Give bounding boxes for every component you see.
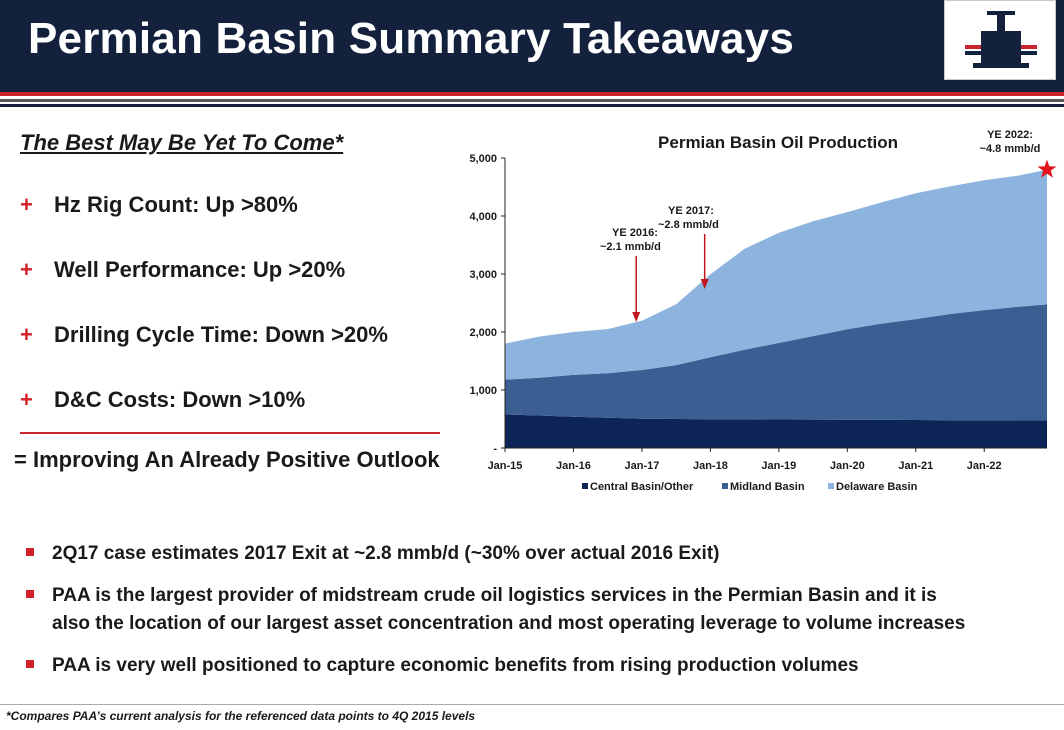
header-stripe-navy bbox=[0, 104, 1064, 107]
production-chart-svg: Permian Basin Oil Production 5,000 4,000 3,… bbox=[469, 129, 1057, 493]
plus-icon: + bbox=[20, 257, 33, 282]
square-bullet-icon bbox=[26, 660, 34, 668]
area-series-1 bbox=[505, 304, 1047, 421]
y-tick-label: 1,000 bbox=[469, 385, 497, 397]
annotation-ye2022-line1: YE 2022: bbox=[987, 129, 1033, 141]
bullet-cycle-time: + Drilling Cycle Time: Down >20% bbox=[20, 322, 388, 347]
annotation-ye2016-line1: YE 2016: bbox=[612, 227, 658, 239]
valve-logo-icon bbox=[965, 11, 1037, 68]
annotation-ye2017-line2: ~2.8 mmb/d bbox=[658, 219, 719, 231]
legend-swatch-0 bbox=[582, 483, 588, 489]
x-tick-label: Jan-22 bbox=[967, 460, 1002, 472]
bullet-well-performance: + Well Performance: Up >20% bbox=[20, 257, 346, 282]
y-tick-label: 3,000 bbox=[469, 269, 497, 281]
x-tick-label: Jan-16 bbox=[556, 460, 591, 472]
annotation-ye2016-line2: ~2.1 mmb/d bbox=[600, 241, 661, 253]
annotation-ye2022-line2: ~4.8 mmb/d bbox=[980, 143, 1041, 155]
x-tick-label: Jan-21 bbox=[898, 460, 933, 472]
annotation-ye2016-arrow-head bbox=[632, 312, 641, 322]
header-stripe-white-2 bbox=[0, 102, 1064, 104]
footer-divider bbox=[0, 704, 1064, 705]
y-tick-label: 2,000 bbox=[469, 327, 497, 339]
annotation-ye2017-arrow-head bbox=[700, 279, 709, 289]
legend-swatch-1 bbox=[722, 483, 728, 489]
annotation-ye2017-line1: YE 2017: bbox=[668, 205, 714, 217]
bottom-bullet-exit-estimate: 2Q17 case estimates 2017 Exit at ~2.8 mm… bbox=[26, 540, 720, 568]
legend-swatch-2 bbox=[828, 483, 834, 489]
header-stripe-red bbox=[0, 92, 1064, 96]
bullet-dc-costs: + D&C Costs: Down >10% bbox=[20, 387, 306, 412]
x-tick-label: Jan-15 bbox=[488, 460, 523, 472]
bottom-bullet-largest-provider: PAA is the largest provider of midstream… bbox=[26, 582, 965, 638]
area-series-0 bbox=[505, 414, 1047, 448]
header-banner: Permian Basin Summary Takeaways bbox=[0, 0, 1064, 92]
header-stripe-white bbox=[0, 96, 1064, 99]
x-tick-label: Jan-19 bbox=[761, 460, 796, 472]
legend-label-2: Delaware Basin bbox=[836, 481, 918, 493]
y-tick-label: - bbox=[493, 443, 497, 455]
page-title: Permian Basin Summary Takeaways bbox=[28, 14, 794, 63]
divider-line bbox=[20, 432, 440, 434]
x-tick-label: Jan-17 bbox=[624, 460, 659, 472]
outlook-statement: = Improving An Already Positive Outlook bbox=[14, 447, 440, 472]
plus-icon: + bbox=[20, 387, 33, 412]
plus-icon: + bbox=[20, 192, 33, 217]
x-tick-label: Jan-18 bbox=[693, 460, 728, 472]
area-series-2 bbox=[505, 169, 1047, 380]
square-bullet-icon bbox=[26, 590, 34, 598]
legend-label-1: Midland Basin bbox=[730, 481, 805, 493]
bullet-rig-count: + Hz Rig Count: Up >80% bbox=[20, 192, 298, 217]
production-chart: Permian Basin Oil Production 5,000 4,000 3,… bbox=[450, 122, 1060, 500]
company-logo bbox=[944, 0, 1056, 80]
y-tick-label: 4,000 bbox=[469, 211, 497, 223]
header-stripe-gray bbox=[0, 99, 1064, 102]
chart-title: Permian Basin Oil Production bbox=[658, 133, 898, 152]
plus-icon: + bbox=[20, 322, 33, 347]
y-tick-label: 5,000 bbox=[469, 153, 497, 165]
legend-label-0: Central Basin/Other bbox=[590, 481, 694, 493]
square-bullet-icon bbox=[26, 548, 34, 556]
footnote: *Compares PAA’s current analysis for the… bbox=[6, 709, 476, 723]
left-panel-title: The Best May Be Yet To Come* bbox=[20, 130, 344, 155]
star-icon bbox=[1037, 159, 1057, 178]
bottom-bullet-well-positioned: PAA is very well positioned to capture e… bbox=[26, 652, 859, 680]
x-tick-label: Jan-20 bbox=[830, 460, 865, 472]
